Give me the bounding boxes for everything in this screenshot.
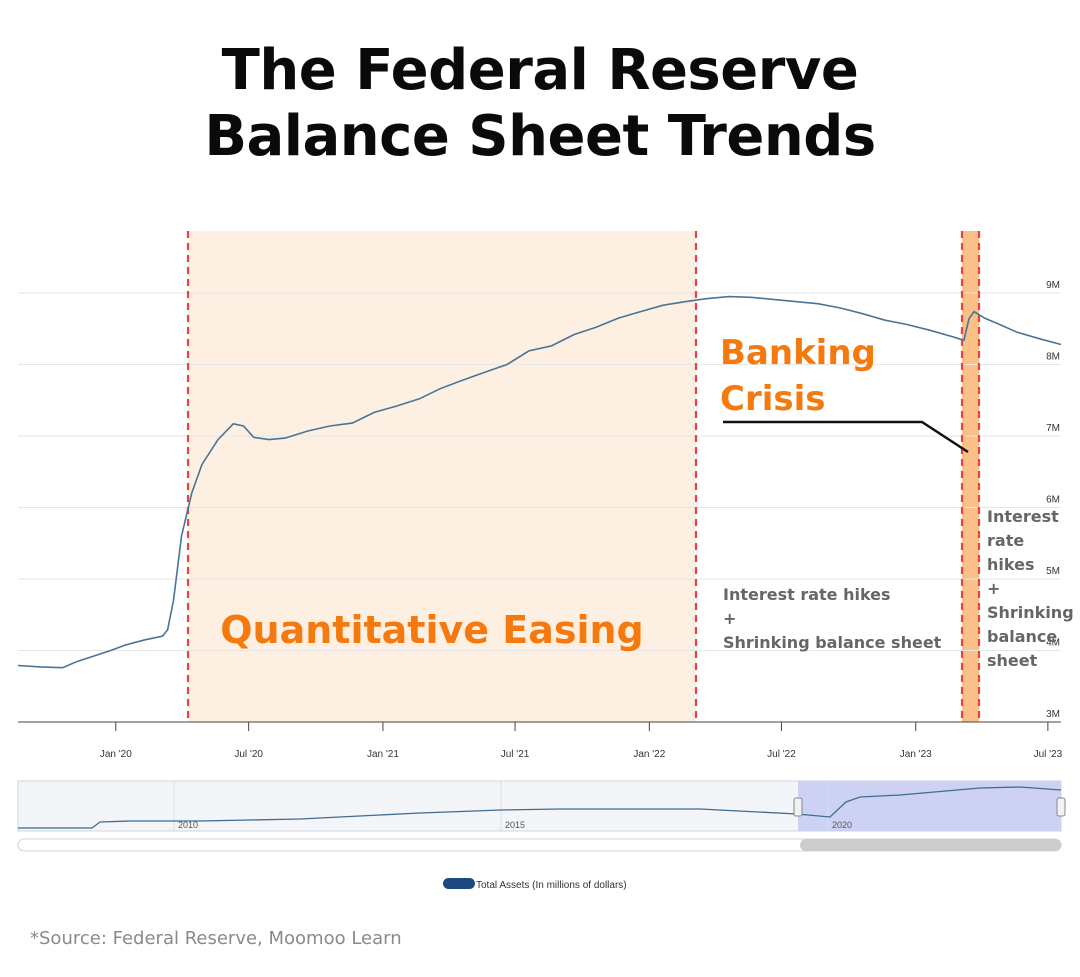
rate-hikes-annotation-narrow: hikes: [987, 555, 1034, 574]
rate-hikes-annotation: +: [723, 609, 736, 628]
legend-label: Total Assets (In millions of dollars): [476, 880, 627, 891]
rate-hikes-annotation-narrow: sheet: [987, 651, 1038, 670]
x-tick-label: Jul '21: [501, 749, 530, 760]
title-line-2: Balance Sheet Trends: [204, 104, 876, 169]
total-assets-line: [17, 295, 1062, 669]
y-tick-label: 8M: [1046, 352, 1060, 363]
banking-crisis-annotation: Crisis: [720, 379, 826, 419]
banking-crisis-annotation: Banking: [720, 333, 876, 373]
title-line-1: The Federal Reserve: [221, 38, 859, 103]
y-tick-label: 9M: [1046, 280, 1060, 291]
rate-hikes-annotation-narrow: +: [987, 579, 1000, 598]
page-title: The Federal Reserve Balance Sheet Trends: [0, 38, 1080, 170]
x-tick-label: Jan '21: [367, 749, 399, 760]
rate-hikes-annotation-narrow: Shrinking: [987, 603, 1074, 622]
overview-tick-label: 2010: [178, 820, 198, 830]
x-tick-label: Jul '20: [234, 749, 263, 760]
legend-swatch[interactable]: [443, 878, 475, 889]
y-tick-label: 3M: [1046, 709, 1060, 720]
rate-hikes-annotation-narrow: balance: [987, 627, 1057, 646]
qe-shaded-region: [188, 231, 696, 722]
overview-left-handle[interactable]: [793, 797, 803, 817]
y-tick-label: 5M: [1046, 566, 1060, 577]
x-tick-label: Jan '23: [900, 749, 932, 760]
scrollbar-thumb[interactable]: [800, 839, 1061, 851]
y-tick-label: 4M: [1046, 638, 1060, 649]
banking-crisis-pointer: [723, 420, 969, 454]
y-tick-label: 6M: [1046, 495, 1060, 506]
overview-tick-label: 2015: [505, 820, 525, 830]
x-tick-label: Jul '23: [1034, 749, 1063, 760]
overview-series-line: [18, 786, 1062, 829]
rate-hikes-annotation-narrow: rate: [987, 531, 1024, 550]
y-tick-label: 7M: [1046, 423, 1060, 434]
x-tick-label: Jul '22: [767, 749, 796, 760]
rate-hikes-annotation: Shrinking balance sheet: [723, 633, 942, 652]
overview-tick-label: 2020: [832, 820, 852, 830]
qe-annotation: Quantitative Easing: [220, 608, 644, 652]
rate-hikes-annotation: Interest rate hikes: [723, 585, 891, 604]
x-tick-label: Jan '22: [633, 749, 665, 760]
banking-crisis-shaded-region: [962, 231, 979, 722]
overview-right-handle[interactable]: [1056, 797, 1066, 817]
source-note: *Source: Federal Reserve, Moomoo Learn: [30, 928, 402, 949]
x-tick-label: Jan '20: [100, 749, 132, 760]
rate-hikes-annotation-narrow: Interest: [987, 507, 1059, 526]
